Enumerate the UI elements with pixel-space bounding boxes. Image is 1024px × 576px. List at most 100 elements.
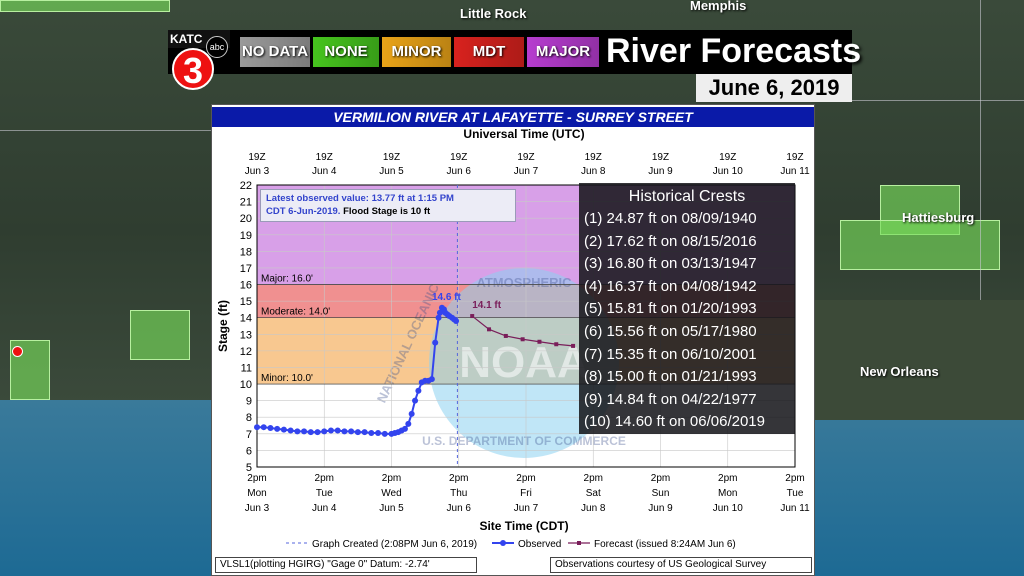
category-mdt: MDT (454, 37, 524, 67)
observed-point (415, 387, 422, 394)
x-tick-label: Jun 7 (514, 503, 539, 514)
y-tick-label: 6 (246, 445, 252, 457)
note-line-2a: CDT 6-Jun-2019. (266, 206, 341, 217)
x-tick-label: Jun 6 (447, 503, 472, 514)
x-tick-label: Thu (450, 488, 467, 499)
x-tick-label: Fri (520, 488, 532, 499)
forecast-point (537, 339, 542, 344)
x2-tick-label: 19Z (383, 152, 400, 163)
x-tick-label: Jun 5 (379, 503, 404, 514)
forecast-point (520, 337, 525, 342)
watermark-top: ATMOSPHERIC (476, 275, 572, 290)
legend-forecast-marker (577, 541, 581, 545)
x-tick-label: Tue (316, 488, 333, 499)
y-tick-label: 16 (240, 280, 252, 292)
x-tick-label: Jun 10 (713, 503, 743, 514)
observed-point (301, 428, 308, 435)
crest-item: (5) 15.81 ft on 01/20/1993 (584, 300, 757, 318)
y-tick-label: 21 (240, 197, 252, 209)
observed-point (361, 429, 368, 436)
x2-tick-label: 19Z (585, 152, 602, 163)
x2-tick-label: 19Z (316, 152, 333, 163)
crest-item: (2) 17.62 ft on 08/15/2016 (584, 232, 757, 250)
observed-point (405, 420, 412, 427)
y-tick-label: 17 (240, 263, 252, 275)
x-tick-label: 2pm (651, 473, 670, 484)
warning-area (130, 310, 190, 360)
observed-point (294, 428, 301, 435)
city-marker-icon (12, 346, 23, 357)
observed-point (435, 314, 442, 321)
y-tick-label: 19 (240, 230, 252, 242)
border-line (0, 130, 211, 131)
observed-point (274, 425, 281, 432)
observed-point (321, 428, 328, 435)
y-tick-label: 9 (246, 396, 252, 408)
x-tick-label: 2pm (247, 473, 266, 484)
x-tick-label: Jun 9 (648, 503, 673, 514)
x-tick-label: Mon (247, 488, 266, 499)
forecast-point (487, 327, 492, 332)
x-tick-label: Wed (381, 488, 401, 499)
observed-point (368, 429, 375, 436)
crest-item: (1) 24.87 ft on 08/09/1940 (584, 210, 757, 227)
y-axis-title: Stage (ft) (216, 300, 230, 352)
y-tick-label: 22 (240, 180, 252, 192)
category-major: MAJOR (527, 37, 599, 67)
x-tick-label: Jun 4 (312, 503, 337, 514)
x-tick-label: Mon (718, 488, 737, 499)
crest-item: (9) 14.84 ft on 04/22/1977 (584, 390, 757, 408)
crest-item: (4) 16.37 ft on 04/08/1942 (584, 277, 757, 295)
crest-item: (3) 16.80 ft on 03/13/1947 (584, 255, 757, 273)
observed-point (412, 397, 419, 404)
observed-point (348, 428, 355, 435)
x-axis-title: Site Time (CDT) (479, 519, 568, 533)
observed-point (453, 318, 460, 325)
legend-graph-created: Graph Created (2:08PM Jun 6, 2019) (312, 539, 477, 550)
station-logo: KATC abc 3 (168, 30, 230, 92)
warning-area (0, 0, 170, 12)
legend-observed: Observed (518, 539, 561, 550)
forecast-point (554, 342, 559, 347)
x2-axis-title: Universal Time (UTC) (463, 127, 584, 141)
y-tick-label: 13 (240, 329, 252, 341)
band-label-moderate: Moderate: 14.0' (261, 307, 330, 318)
observed-point (408, 410, 415, 417)
observed-point (436, 309, 443, 316)
x2-tick-date: Jun 7 (514, 166, 539, 177)
network-logo-icon: abc (206, 36, 228, 58)
x2-tick-date: Jun 6 (447, 166, 472, 177)
legend-forecast: Forecast (issued 8:24AM Jun 6) (594, 539, 736, 550)
data-label: 14.6 ft (432, 292, 462, 303)
category-no-data: NO DATA (240, 37, 310, 67)
noaa-watermark-icon (429, 268, 619, 458)
observed-point (280, 426, 287, 433)
forecast-point (470, 314, 475, 319)
warning-area (840, 220, 1000, 270)
date-label: June 6, 2019 (696, 74, 852, 102)
crest-item: (10) 14.60 ft on 06/06/2019 (584, 413, 765, 431)
land-east (815, 300, 1024, 420)
y-tick-label: 15 (240, 296, 252, 308)
crests-list: (1) 24.87 ft on 08/09/1940 (2) 17.62 ft o… (579, 208, 795, 434)
crest-item: (8) 15.00 ft on 01/21/1993 (584, 368, 757, 386)
observed-point (428, 376, 435, 383)
forecast-point (503, 333, 508, 338)
observed-point (267, 425, 274, 432)
footer-datum: VLSL1(plotting HGIRG) "Gage 0" Datum: -2… (215, 557, 477, 573)
x-tick-label: Tue (787, 488, 804, 499)
x2-tick-date: Jun 8 (581, 166, 606, 177)
crests-title: Historical Crests (628, 188, 746, 205)
watermark-bottom: U.S. DEPARTMENT OF COMMERCE (422, 434, 626, 448)
city-label: Little Rock (460, 6, 527, 21)
x2-tick-date: Jun 11 (780, 166, 810, 177)
observed-point (381, 430, 388, 437)
forecast-point (571, 343, 576, 348)
y-tick-label: 18 (240, 246, 252, 258)
x2-tick-label: 19Z (652, 152, 669, 163)
x2-tick-date: Jun 3 (245, 166, 270, 177)
historical-crests-box: Historical Crests (1) 24.87 ft on 08/09/… (579, 183, 795, 434)
x2-tick-date: Jun 4 (312, 166, 337, 177)
observed-point (354, 429, 361, 436)
x-tick-label: 2pm (718, 473, 737, 484)
